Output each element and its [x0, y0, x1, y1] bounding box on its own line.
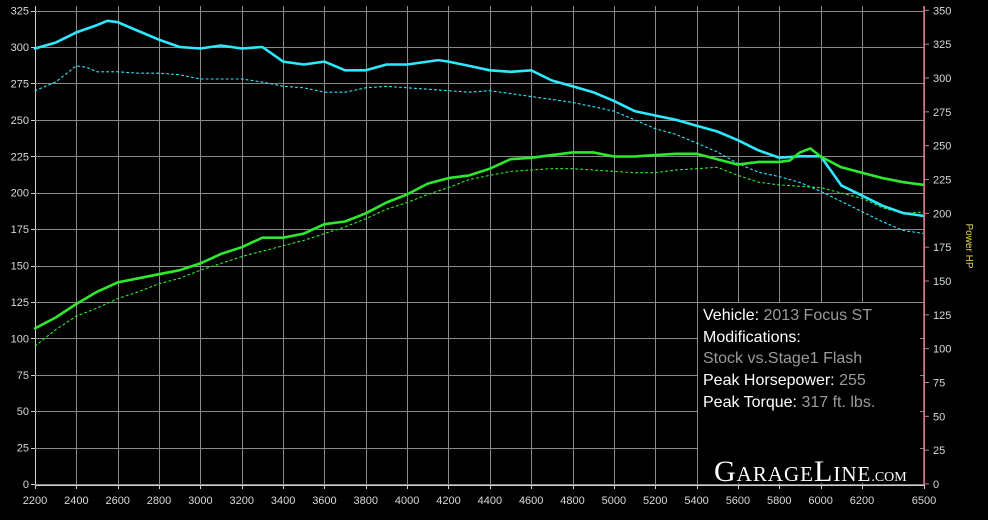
- x-tick-label: 6200: [850, 495, 874, 507]
- x-tick-label: 4800: [560, 495, 584, 507]
- x-tick-label: 6000: [808, 495, 832, 507]
- right-tick-label: 25: [933, 445, 945, 457]
- right-tick-label: 225: [933, 175, 951, 187]
- vehicle-value: 2013 Focus ST: [763, 307, 873, 324]
- left-tick-label: 225: [11, 151, 29, 163]
- right-axis-ticks: 0 25 50 75 100 125 150 175 200 225 250 275 300 325 350: [924, 5, 951, 491]
- garageline-logo: GARAGELINE.COM: [714, 455, 907, 489]
- modifications-value: Stock vs.Stage1 Flash: [703, 350, 863, 367]
- x-tick-label: 4000: [395, 495, 419, 507]
- x-tick-label: 3200: [230, 495, 254, 507]
- peak-torque-label: Peak Torque:: [703, 394, 797, 411]
- x-tick-label: 4200: [436, 495, 460, 507]
- x-axis-ticks: 2200 2400 2600 2800 3000 3200 3400 3600 3800 4000…: [23, 485, 936, 507]
- right-tick-label: 325: [933, 39, 951, 51]
- left-axis-ticks: 0 25 50 75 100 125 150 175 200 225 250 275 300 325: [11, 6, 35, 491]
- logo-text-com: .COM: [871, 470, 907, 485]
- x-tick-label: 2600: [105, 495, 129, 507]
- torque-solid-series-line: [33, 19, 926, 218]
- x-tick-label: 3000: [188, 495, 212, 507]
- modifications-label: Modifications:: [703, 329, 801, 346]
- modifications-line: Modifications:: [703, 329, 801, 347]
- hp-dotted-series-line: [34, 166, 925, 347]
- right-tick-label: 75: [933, 378, 945, 390]
- left-tick-label: 325: [11, 6, 29, 18]
- peak-torque-line: Peak Torque: 317 ft. lbs.: [703, 394, 875, 412]
- x-tick-label: 4400: [478, 495, 502, 507]
- left-tick-label: 175: [11, 224, 29, 236]
- left-tick-label: 100: [11, 333, 29, 345]
- peak-hp-value: 255: [839, 372, 866, 389]
- right-tick-label: 350: [933, 5, 951, 17]
- series-layer: [33, 19, 926, 347]
- right-tick-label: 275: [933, 107, 951, 119]
- vehicle-line: Vehicle: 2013 Focus ST: [703, 307, 872, 325]
- x-tick-label: 4600: [519, 495, 543, 507]
- right-tick-label: 250: [933, 141, 951, 153]
- left-tick-label: 75: [17, 370, 29, 382]
- right-tick-label: 150: [933, 276, 951, 288]
- peak-torque-value: 317 ft. lbs.: [801, 394, 876, 411]
- x-tick-label: 5200: [643, 495, 667, 507]
- left-tick-label: 250: [11, 115, 29, 127]
- logo-text-arage: ARAGE: [736, 462, 815, 486]
- x-tick-label: 5400: [684, 495, 708, 507]
- left-tick-label: 125: [11, 297, 29, 309]
- vehicle-info-box: Vehicle: 2013 Focus ST Modifications: St…: [698, 303, 920, 483]
- right-tick-label: 0: [933, 479, 939, 491]
- right-tick-label: 50: [933, 411, 945, 423]
- peak-hp-label: Peak Horsepower:: [703, 372, 835, 389]
- hp-solid-series-line: [33, 147, 926, 330]
- right-tick-label: 125: [933, 310, 951, 322]
- right-tick-label: 100: [933, 344, 951, 356]
- right-tick-label: 300: [933, 73, 951, 85]
- x-tick-label: 3400: [271, 495, 295, 507]
- peak-hp-line: Peak Horsepower: 255: [703, 372, 866, 390]
- right-axis-label: Power HP: [963, 223, 974, 268]
- vehicle-label: Vehicle:: [703, 307, 760, 324]
- logo-letter-l: L: [814, 455, 834, 488]
- x-tick-label: 2400: [64, 495, 88, 507]
- left-tick-label: 300: [11, 42, 29, 54]
- right-tick-label: 175: [933, 242, 951, 254]
- x-tick-label: 2200: [23, 495, 47, 507]
- logo-text-ine: INE: [833, 462, 872, 486]
- left-tick-label: 200: [11, 188, 29, 200]
- modifications-value-line: Stock vs.Stage1 Flash: [703, 350, 862, 368]
- left-tick-label: 275: [11, 78, 29, 90]
- x-tick-label: 6500: [912, 495, 936, 507]
- x-tick-label: 3600: [312, 495, 336, 507]
- x-tick-label: 2800: [147, 495, 171, 507]
- x-tick-label: 5600: [726, 495, 750, 507]
- right-tick-label: 200: [933, 208, 951, 220]
- left-tick-label: 150: [11, 261, 29, 273]
- left-tick-label: 25: [17, 443, 29, 455]
- left-tick-label: 0: [23, 479, 29, 491]
- x-tick-label: 5800: [767, 495, 791, 507]
- torque-dotted-series-line: [34, 65, 925, 235]
- left-tick-label: 50: [17, 406, 29, 418]
- x-tick-label: 5000: [602, 495, 626, 507]
- logo-letter-g: G: [714, 455, 737, 488]
- x-tick-label: 3800: [354, 495, 378, 507]
